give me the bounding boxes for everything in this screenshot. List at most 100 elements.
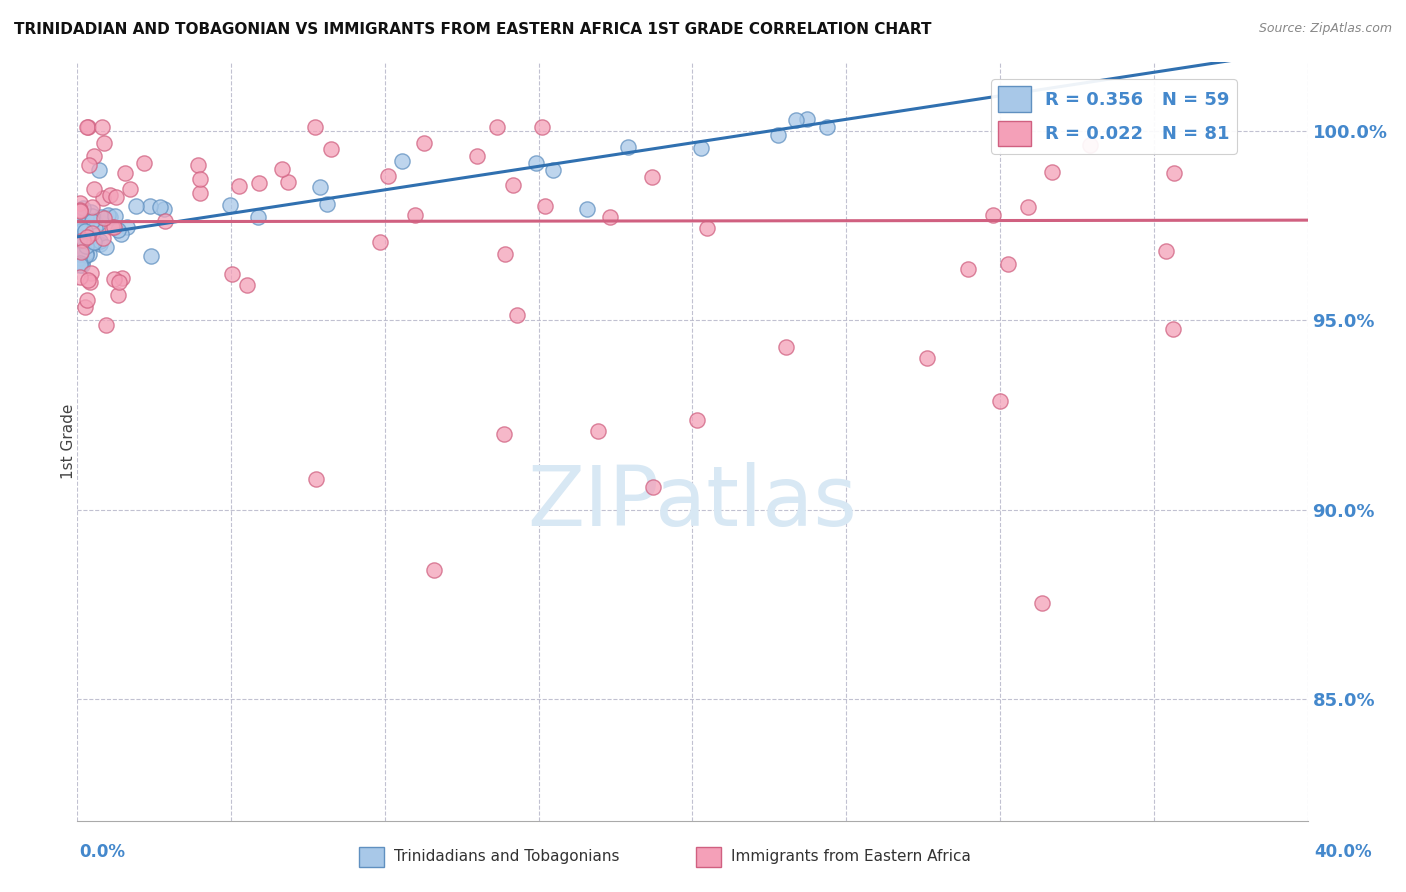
Point: [84, 235, 107, 249]
Point: [101, 219, 124, 234]
Point: [104, 190, 127, 204]
Point: [187, 158, 209, 172]
Text: 0.0%: 0.0%: [80, 843, 125, 861]
Point: [1078, 137, 1101, 152]
Point: [377, 169, 399, 184]
Point: [997, 257, 1019, 271]
Point: [72, 208, 94, 222]
Point: [617, 139, 640, 153]
Text: ZIPatlas: ZIPatlas: [527, 462, 858, 542]
Point: [543, 162, 565, 177]
Point: [228, 179, 250, 194]
Point: [80, 213, 103, 227]
Point: [139, 199, 162, 213]
Point: [304, 120, 326, 134]
Point: [915, 351, 938, 365]
Text: Source: ZipAtlas.com: Source: ZipAtlas.com: [1258, 22, 1392, 36]
Point: [70, 224, 93, 238]
Point: [97, 208, 120, 222]
Point: [236, 278, 259, 293]
Point: [1154, 244, 1177, 259]
Point: [93, 136, 115, 150]
Point: [981, 208, 1004, 222]
Point: [69, 204, 91, 219]
Point: [69, 251, 91, 265]
Point: [599, 211, 621, 225]
Point: [89, 162, 111, 177]
Point: [423, 563, 446, 577]
Point: [575, 202, 598, 217]
Point: [686, 413, 709, 427]
Legend: R = 0.356   N = 59, R = 0.022   N = 81: R = 0.356 N = 59, R = 0.022 N = 81: [991, 79, 1237, 153]
Point: [70, 245, 93, 260]
Point: [79, 158, 101, 172]
Point: [76, 273, 98, 287]
Point: [108, 275, 131, 289]
Point: [114, 166, 136, 180]
Point: [77, 229, 100, 244]
Point: [586, 424, 609, 438]
Point: [815, 120, 838, 135]
Point: [506, 308, 529, 322]
Point: [69, 195, 91, 210]
Point: [110, 227, 132, 241]
Point: [141, 248, 163, 262]
Point: [277, 175, 299, 189]
Point: [94, 318, 117, 332]
Point: [73, 300, 96, 314]
Point: [82, 209, 104, 223]
Point: [75, 245, 97, 260]
Point: [246, 210, 269, 224]
Point: [155, 213, 177, 227]
Point: [93, 211, 115, 225]
Point: [107, 223, 129, 237]
Point: [149, 200, 172, 214]
Point: [80, 226, 103, 240]
Point: [492, 426, 515, 441]
Point: [221, 267, 243, 281]
Point: [84, 220, 107, 235]
Point: [90, 211, 112, 225]
Point: [188, 171, 212, 186]
Point: [70, 254, 93, 268]
Point: [502, 178, 524, 193]
Point: [391, 154, 413, 169]
Point: [1163, 165, 1185, 179]
Point: [69, 219, 91, 234]
Point: [83, 235, 105, 250]
Point: [104, 209, 127, 223]
Point: [404, 208, 426, 222]
Text: 40.0%: 40.0%: [1315, 843, 1371, 861]
Point: [80, 205, 103, 219]
Point: [89, 234, 111, 248]
Point: [69, 202, 91, 217]
Point: [785, 113, 807, 128]
Point: [77, 247, 100, 261]
Point: [125, 199, 148, 213]
Point: [89, 215, 111, 229]
Point: [534, 199, 557, 213]
Text: Trinidadians and Tobagonians: Trinidadians and Tobagonians: [394, 849, 619, 863]
Point: [111, 270, 134, 285]
Point: [695, 221, 717, 235]
Point: [120, 181, 142, 195]
Point: [368, 235, 391, 250]
Point: [91, 231, 114, 245]
Point: [768, 128, 790, 143]
Point: [83, 182, 105, 196]
Point: [247, 176, 270, 190]
Point: [188, 186, 212, 201]
Point: [83, 149, 105, 163]
Point: [531, 120, 554, 134]
Point: [321, 142, 343, 156]
Point: [75, 238, 97, 252]
Point: [115, 219, 138, 234]
Point: [218, 198, 240, 212]
Point: [72, 233, 94, 247]
Point: [1040, 165, 1063, 179]
Point: [98, 188, 121, 202]
Point: [1017, 200, 1039, 214]
Point: [103, 219, 125, 234]
Point: [69, 258, 91, 272]
Point: [69, 247, 91, 261]
